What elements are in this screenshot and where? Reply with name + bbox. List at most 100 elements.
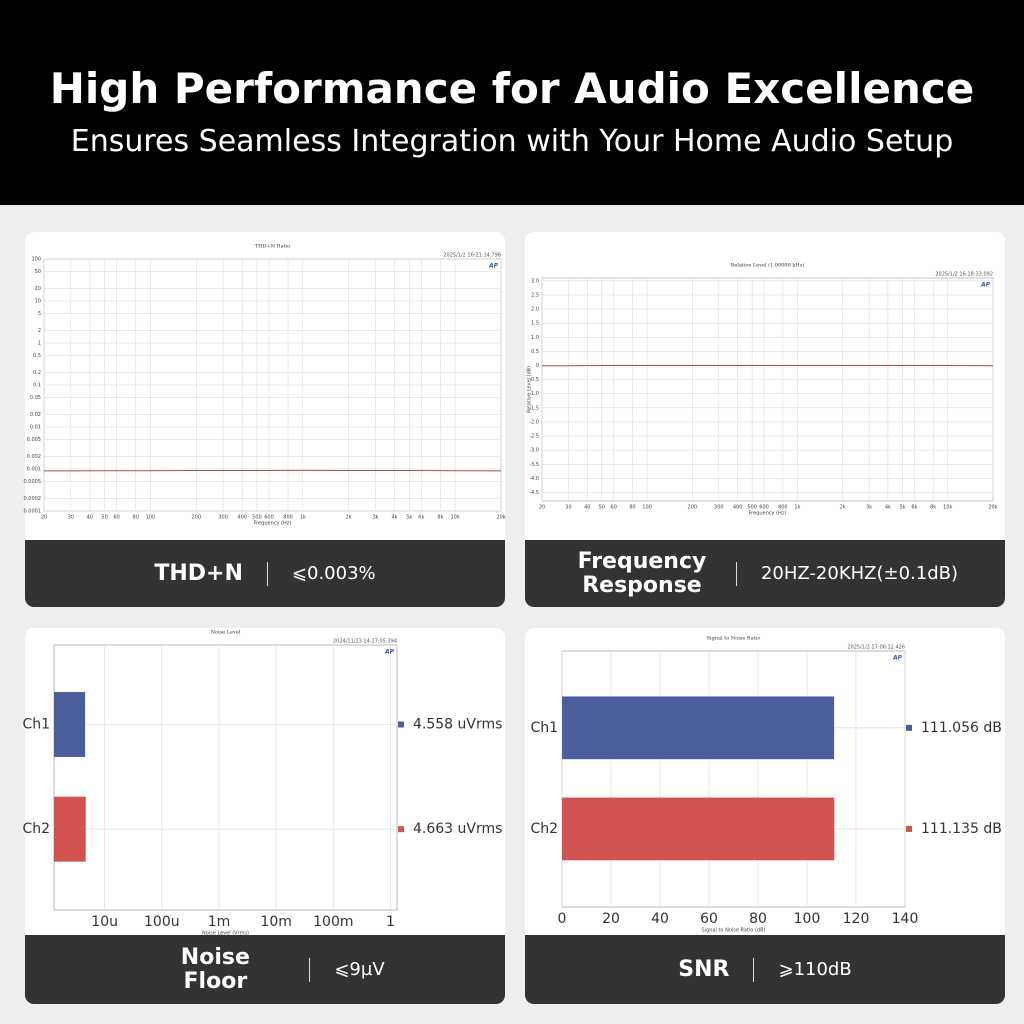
x-tick-label: 6k: [911, 505, 917, 511]
value-label: 4.558 uVrms: [413, 717, 502, 733]
x-axis-label: Frequency (Hz): [254, 521, 292, 527]
x-tick-label: 5k: [899, 505, 905, 511]
x-tick-label: 10k: [943, 505, 952, 511]
caption-bar: [25, 540, 505, 607]
x-tick-label: 4k: [885, 505, 891, 511]
x-tick-label: 10u: [91, 914, 118, 930]
x-tick-label: 40: [584, 505, 590, 511]
y-tick-label: 1.0: [531, 335, 539, 341]
ap-logo: AP: [488, 263, 499, 270]
x-tick-label: 80: [133, 515, 139, 521]
header: High Performance for Audio Excellence En…: [0, 0, 1024, 205]
separator: [309, 957, 311, 982]
x-tick-label: 50: [599, 505, 605, 511]
x-tick-label: 30: [68, 515, 74, 521]
x-tick-label: 20: [602, 911, 620, 927]
x-tick-label: 140: [892, 911, 919, 927]
x-tick-label: 20: [539, 505, 545, 511]
x-tick-label: 4k: [391, 515, 397, 521]
x-tick-label: 8k: [930, 505, 936, 511]
legend-swatch: [398, 826, 404, 833]
line: [44, 469, 502, 472]
x-tick-label: 10m: [260, 914, 291, 930]
y-tick-label: -0.5: [529, 377, 539, 383]
caption: Noise Floor ⩽9µV: [25, 935, 505, 1004]
legend-swatch: [398, 721, 404, 728]
x-tick-label: 400: [237, 515, 247, 521]
x-tick-label: 8k: [437, 515, 443, 521]
x-tick-label: 60: [113, 515, 119, 521]
y-tick-label: 1.5: [531, 321, 539, 327]
x-tick-label: 2k: [346, 515, 352, 521]
x-tick-label: 5k: [406, 515, 412, 521]
ap-logo: AP: [892, 655, 903, 662]
y-tick-label: -2.0: [529, 419, 539, 425]
x-tick-label: 100: [146, 515, 156, 521]
y-axis-label: Relative Level (dB): [527, 366, 533, 413]
caption-bar: [525, 935, 1005, 1004]
x-tick-label: 600: [264, 515, 274, 521]
chart-title: Relative Level (1.00000 kHz): [731, 262, 805, 269]
value-label: 4.663 uVrms: [413, 821, 502, 837]
caption-bar: [25, 935, 505, 1004]
y-tick-label: 0.005: [27, 437, 41, 443]
x-tick-label: 40: [651, 911, 669, 927]
x-tick-label: 100: [794, 911, 821, 927]
y-tick-label: -4.5: [529, 490, 539, 496]
x-tick-label: 50: [101, 515, 107, 521]
category-label: Ch1: [530, 720, 558, 736]
x-tick-label: 2k: [840, 505, 846, 511]
caption-value: ⩽9µV: [334, 959, 385, 980]
y-tick-label: 0.5: [531, 349, 539, 355]
title: High Performance for Audio Excellence: [49, 64, 975, 113]
x-tick-label: 0: [558, 911, 567, 927]
plot-area: [561, 650, 906, 908]
y-tick-label: 0.2: [33, 370, 41, 376]
y-tick-label: 0: [536, 363, 539, 369]
x-tick-label: 30: [565, 505, 571, 511]
y-tick-label: 2: [38, 328, 41, 334]
x-tick-label: 20k: [496, 515, 505, 521]
x-tick-label: 1m: [208, 914, 231, 930]
category-label: Ch2: [530, 821, 558, 837]
y-tick-label: 2.0: [531, 307, 539, 313]
x-tick-label: 100m: [313, 914, 353, 930]
legend-swatch: [906, 724, 912, 731]
x-tick-label: 200: [688, 505, 698, 511]
y-tick-label: 0.0002: [24, 496, 42, 502]
separator: [266, 561, 268, 586]
x-axis-label: Noise Level (Vrms): [202, 931, 249, 937]
x-tick-label: 1: [386, 914, 395, 930]
y-tick-label: -3.5: [529, 462, 539, 468]
chart-title: THD+N Ratio: [255, 244, 290, 250]
y-tick-label: 10: [35, 299, 41, 305]
x-tick-label: 500: [252, 515, 262, 521]
timestamp: 2024/11/23 14:27:05.394: [333, 639, 397, 645]
bar: [54, 796, 86, 862]
x-tick-label: 60: [700, 911, 718, 927]
plot-area: [541, 277, 994, 502]
bar: [562, 696, 835, 760]
caption: THD+N ⩽0.003%: [25, 540, 505, 607]
x-tick-label: 200: [192, 515, 202, 521]
x-tick-label: 500: [747, 505, 757, 511]
caption-label: Frequency Response: [577, 549, 707, 598]
x-tick-label: 80: [629, 505, 635, 511]
y-tick-label: 0.0005: [24, 479, 42, 485]
x-axis-label: Frequency (Hz): [749, 511, 787, 517]
x-tick-label: 40: [87, 515, 93, 521]
x-tick-label: 1k: [300, 515, 306, 521]
y-tick-label: -1.5: [529, 405, 539, 411]
plot-area: [53, 644, 398, 911]
bar: [54, 692, 86, 757]
x-tick-label: 800: [283, 515, 293, 521]
y-tick-label: 0.05: [30, 395, 41, 401]
caption-value: 20HZ-20KHZ(±0.1dB): [760, 563, 959, 584]
chart-title: Signal to Noise Ratio: [707, 636, 761, 642]
y-tick-label: -3.0: [529, 448, 539, 454]
y-tick-label: 0.0001: [24, 509, 42, 515]
x-tick-label: 100u: [144, 914, 180, 930]
timestamp: 2025/1/2 16:21:14.796: [443, 253, 501, 259]
